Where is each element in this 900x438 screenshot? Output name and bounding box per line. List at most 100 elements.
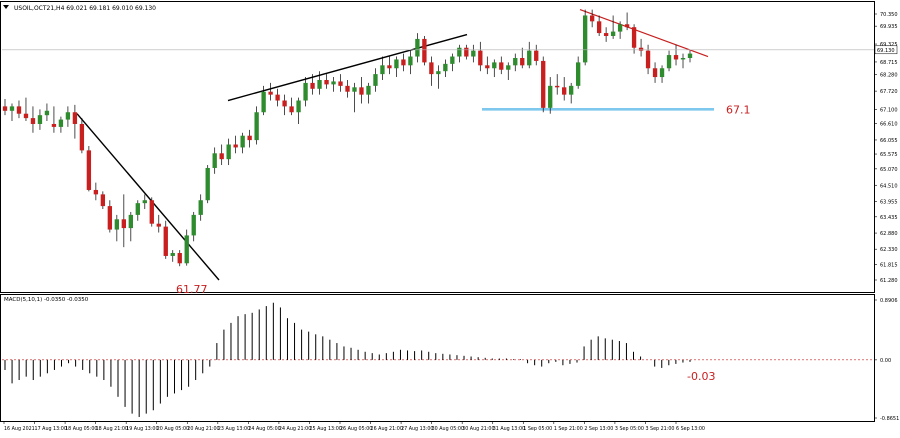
candle-body-bull — [408, 56, 413, 66]
candle-body-bear — [79, 123, 85, 151]
candle-body-bull — [569, 85, 574, 95]
candle-body-bear — [338, 81, 343, 86]
macd-y-tick-label: -0.8651 — [880, 416, 899, 422]
candle-body-bull — [506, 65, 511, 70]
candle-body-bear — [30, 118, 36, 124]
x-tick-label: 17 Aug 13:00 — [35, 426, 67, 432]
y-tick-label: 62.330 — [880, 247, 898, 253]
x-tick-label: 1 Sep 21:00 — [554, 426, 583, 432]
current-price-box — [874, 45, 898, 55]
x-tick-label: 3 Sep 05:00 — [615, 426, 644, 432]
candle-body-bear — [589, 15, 595, 22]
uptrend-line-black — [227, 33, 468, 102]
candle-body-bear — [345, 85, 350, 92]
x-tick-label: 30 Aug 05:00 — [432, 426, 464, 432]
candle-body-bear — [177, 253, 182, 264]
candle-body-bull — [240, 135, 245, 148]
candle-body-bull — [58, 119, 64, 127]
x-tick-label: 19 Aug 13:00 — [126, 426, 158, 432]
downtrend-line-black — [76, 113, 220, 281]
price-panel-frame — [0, 1, 875, 293]
candle-body-bear — [2, 106, 8, 111]
candle-body-bull — [443, 63, 448, 72]
symbol-dropdown-icon[interactable] — [3, 5, 9, 9]
candle-body-bear — [121, 219, 126, 229]
candle-body-bear — [387, 65, 392, 69]
macd-annotation: -0.03 — [687, 370, 715, 383]
candle-body-bull — [191, 214, 196, 236]
x-tick-label: 23 Aug 13:00 — [218, 426, 250, 432]
current-price-label: 69.130 — [877, 48, 895, 54]
y-tick-label: 70.350 — [880, 12, 898, 18]
y-tick-label: 64.510 — [880, 183, 898, 189]
candle-body-bear — [310, 82, 315, 89]
candle-body-bull — [471, 50, 476, 57]
x-tick-label: 27 Aug 13:00 — [401, 426, 433, 432]
candle-body-bear — [247, 135, 252, 141]
y-tick-label: 63.435 — [880, 215, 898, 221]
candle-body-bull — [513, 57, 518, 66]
candle-body-bear — [72, 112, 78, 124]
y-tick-label: 65.070 — [880, 167, 898, 173]
candle-body-bull — [205, 167, 210, 201]
candle-body-bear — [359, 87, 364, 95]
candle-body-bear — [562, 87, 567, 95]
candle-body-bear — [645, 50, 651, 69]
x-tick-label: 2 Sep 13:00 — [584, 426, 613, 432]
candle-body-bear — [603, 33, 609, 36]
candle-body-bear — [16, 106, 22, 114]
candle-body-bear — [275, 94, 280, 101]
candle-body-bull — [135, 203, 140, 215]
x-tick-label: 30 Aug 21:00 — [462, 426, 494, 432]
x-tick-label: 20 Aug 21:00 — [187, 426, 219, 432]
x-tick-label: 18 Aug 21:00 — [96, 426, 128, 432]
candle-body-bull — [128, 214, 133, 229]
candle-body-bear — [673, 55, 679, 60]
candle-body-bear — [541, 60, 546, 108]
support-annotation: 67.1 — [726, 103, 751, 116]
macd-label: MACD(5,10,1) -0.0350 -0.0350 — [4, 297, 89, 303]
candle-body-bear — [429, 62, 434, 75]
candle-body-bear — [163, 226, 168, 256]
candle-body-bull — [659, 68, 665, 78]
candle-body-bull — [184, 235, 189, 264]
y-tick-label: 66.610 — [880, 122, 898, 128]
candle-body-bear — [624, 24, 630, 28]
candle-body-bull — [687, 53, 693, 58]
candle-body-bear — [485, 65, 490, 69]
y-tick-label: 67.720 — [880, 89, 898, 95]
candle-body-bull — [37, 115, 43, 124]
candle-body-bull — [65, 112, 71, 120]
candle-body-bear — [86, 150, 92, 190]
candle-body-bear — [520, 57, 525, 66]
candle-body-bear — [100, 194, 106, 207]
candle-body-bull — [373, 74, 378, 86]
y-tick-label: 68.280 — [880, 73, 898, 79]
candle-body-bear — [499, 62, 504, 70]
candle-body-bull — [142, 200, 147, 204]
y-tick-label: 61.280 — [880, 278, 898, 284]
candle-body-bull — [457, 47, 462, 57]
x-tick-label: 6 Sep 13:00 — [676, 426, 705, 432]
candle-body-bull — [610, 31, 616, 36]
candle-body-bull — [548, 85, 553, 108]
candle-body-bear — [156, 223, 161, 227]
candle-body-bear — [219, 153, 224, 160]
candle-body-bull — [114, 219, 120, 230]
downtrend-line-red — [579, 9, 709, 58]
candle-body-bull — [450, 56, 455, 64]
candle-body-bull — [575, 62, 581, 86]
y-tick-label: 65.575 — [880, 152, 898, 158]
candle-body-bear — [478, 50, 483, 66]
candle-body-bull — [170, 253, 175, 256]
candle-body-bear — [51, 123, 57, 127]
candle-body-bear — [282, 100, 287, 107]
x-tick-label: 1 Sep 05:00 — [523, 426, 552, 432]
candle-body-bear — [638, 47, 644, 51]
candle-body-bull — [9, 106, 15, 111]
candle-body-bull — [527, 50, 532, 66]
candle-body-bull — [261, 91, 266, 113]
x-tick-label: 24 Aug 05:00 — [248, 426, 280, 432]
